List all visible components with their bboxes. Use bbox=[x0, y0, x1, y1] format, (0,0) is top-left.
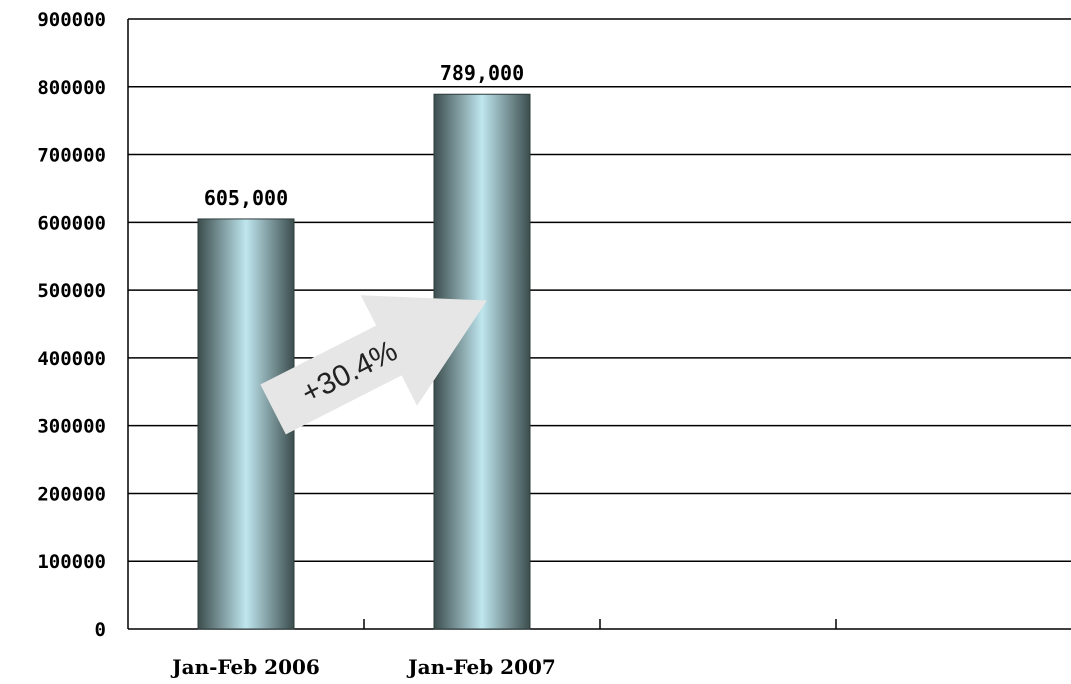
category-labels: Jan-Feb 2006 Jan-Feb 2007 bbox=[170, 655, 556, 679]
bar bbox=[197, 218, 295, 630]
y-tick-labels: 0 100000 200000 300000 400000 500000 600000 700… bbox=[37, 9, 106, 641]
category-label: Jan-Feb 2006 bbox=[170, 655, 320, 679]
y-tick-label: 400000 bbox=[37, 348, 106, 370]
data-labels: 605,000 789,000 bbox=[204, 61, 524, 210]
y-tick-label: 800000 bbox=[37, 77, 106, 99]
y-tick-label: 700000 bbox=[37, 145, 106, 167]
bars bbox=[197, 93, 531, 630]
bar bbox=[433, 93, 531, 630]
category-label: Jan-Feb 2007 bbox=[406, 655, 556, 679]
arrow-shape bbox=[260, 295, 487, 435]
y-tick-label: 200000 bbox=[37, 483, 106, 505]
y-tick-label: 600000 bbox=[37, 212, 106, 234]
y-tick-label: 100000 bbox=[37, 551, 106, 573]
y-tick-label: 500000 bbox=[37, 280, 106, 302]
bar-value-label: 789,000 bbox=[440, 61, 524, 85]
x-tick-marks bbox=[363, 619, 837, 629]
y-tick-label: 300000 bbox=[37, 416, 106, 438]
y-tick-label: 0 bbox=[95, 619, 106, 641]
y-tick-label: 900000 bbox=[37, 9, 106, 31]
bar-value-label: 605,000 bbox=[204, 186, 288, 210]
